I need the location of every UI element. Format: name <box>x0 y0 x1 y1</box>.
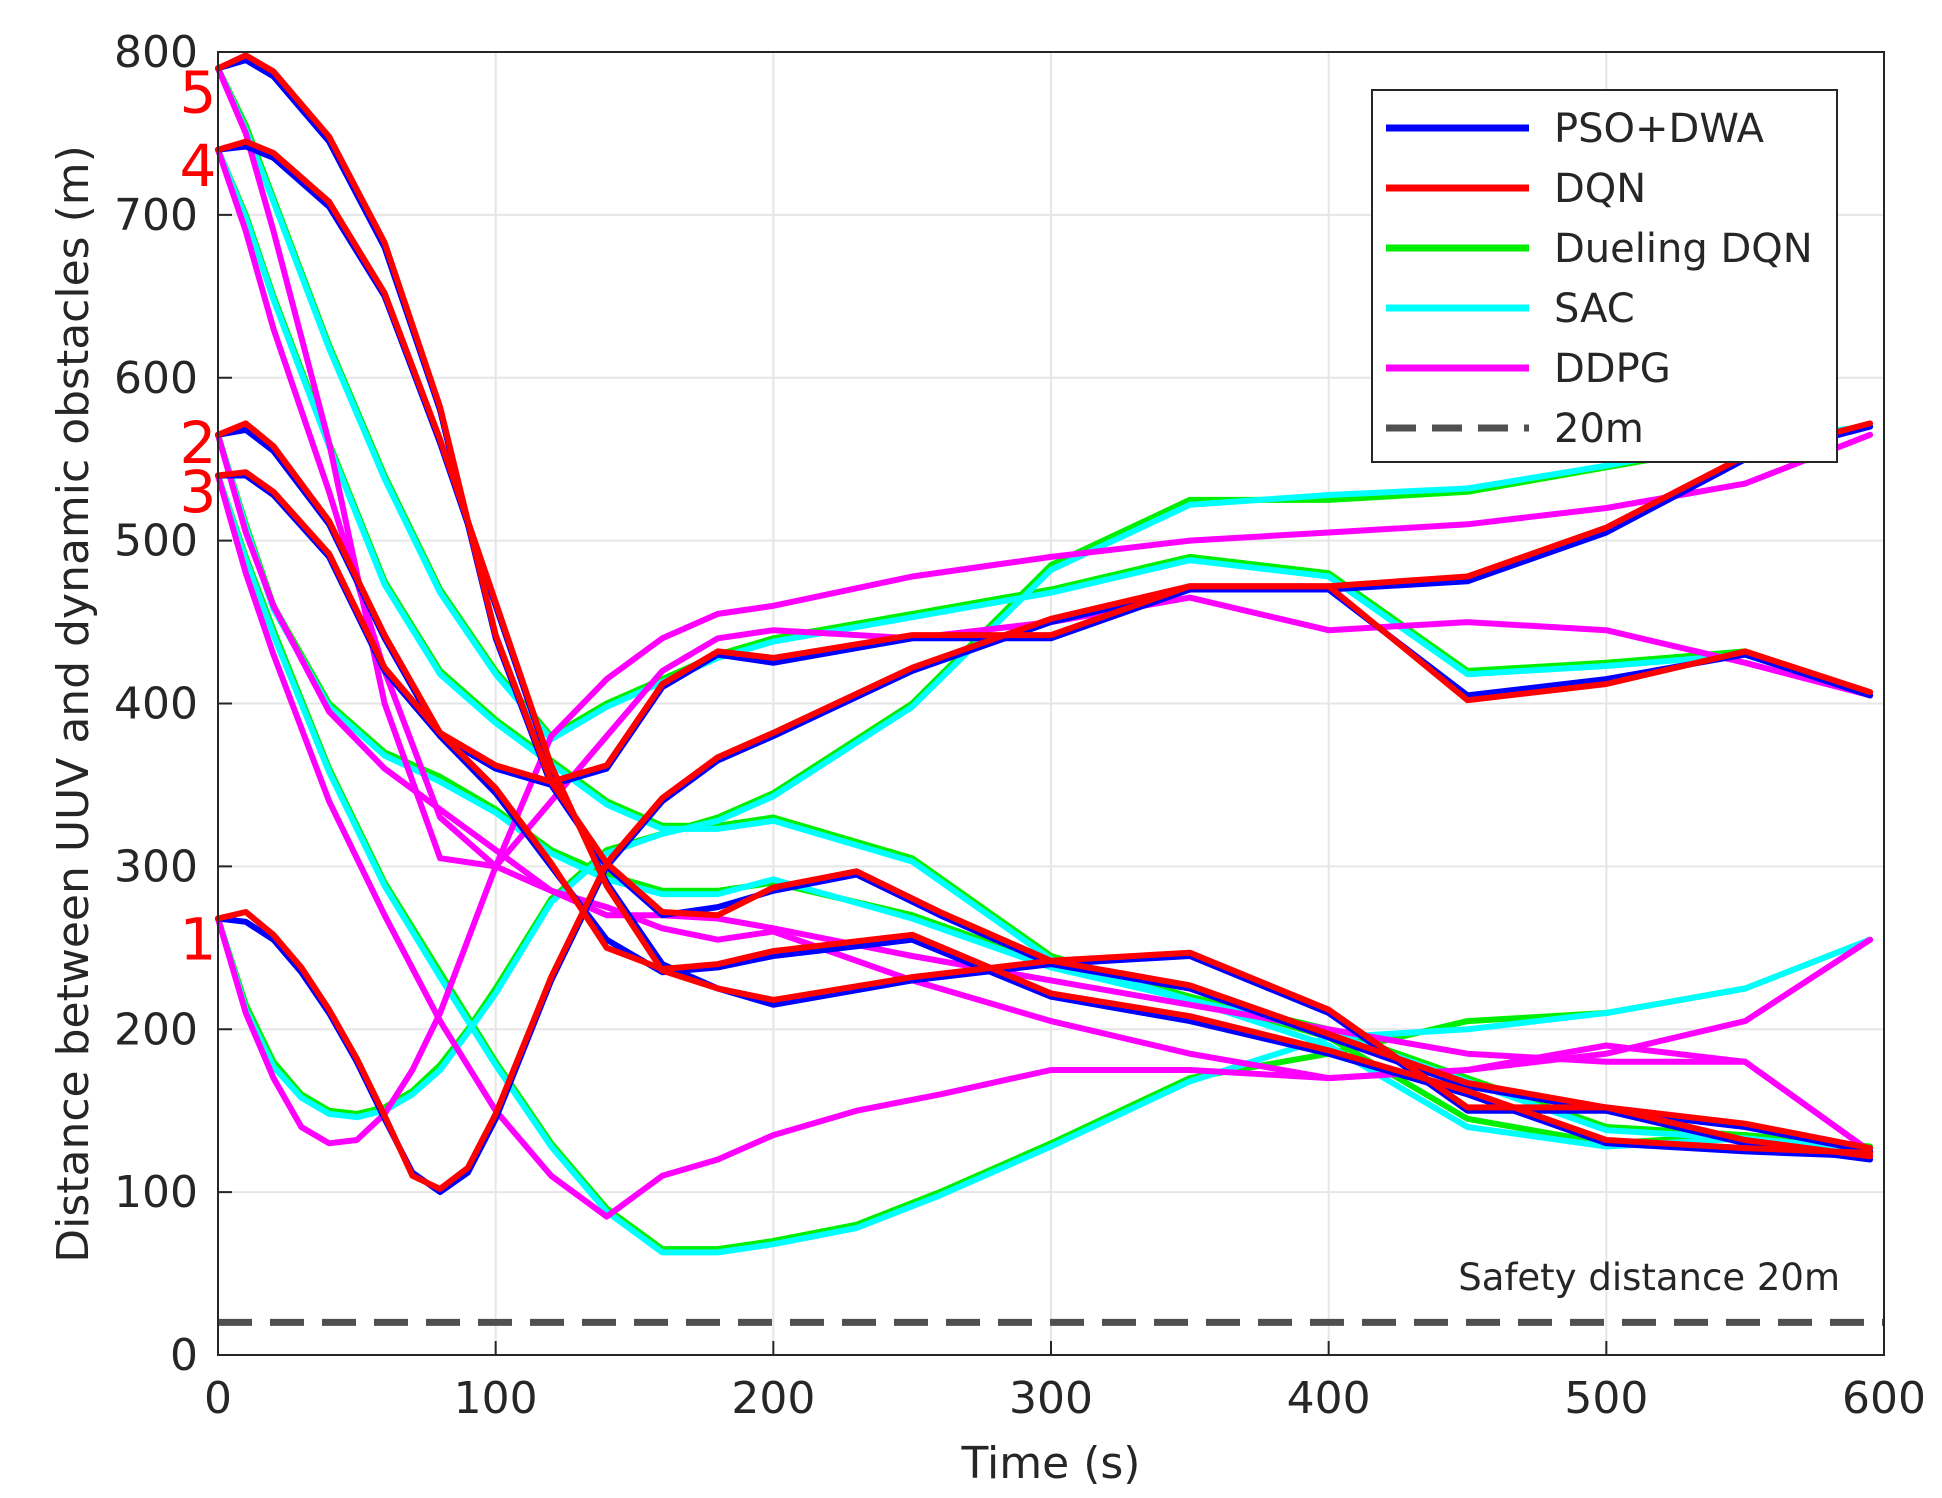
y-tick-label: 200 <box>114 1004 198 1055</box>
series-line-dqn-obstacle-5 <box>215 52 1874 785</box>
y-tick-label: 800 <box>114 27 198 78</box>
obstacle-label: 4 <box>180 132 217 200</box>
x-tick-label: 200 <box>731 1373 815 1424</box>
y-tick-label: 100 <box>114 1167 198 1218</box>
legend-label: Dueling DQN <box>1554 226 1813 272</box>
obstacle-label: 2 <box>180 409 217 477</box>
series-line-dqn-obstacle-1 <box>215 420 1874 1192</box>
legend-label: DQN <box>1554 166 1646 212</box>
obstacle-label: 3 <box>180 458 217 526</box>
series-line-dqn-obstacle-3 <box>215 469 1874 1160</box>
tick-labels: 0 100 200 300 400 500 600 0 100 200 300 400 500 600 70… <box>114 27 1926 1424</box>
y-tick-label: 0 <box>170 1330 198 1381</box>
x-tick-label: 300 <box>1009 1373 1093 1424</box>
y-tick-label: 500 <box>114 516 198 567</box>
legend-label: PSO+DWA <box>1554 106 1765 152</box>
series-line-ddpg-obstacle-5 <box>215 65 1874 870</box>
legend-box <box>1371 89 1838 463</box>
legend-label: DDPG <box>1554 346 1671 392</box>
y-tick-label: 300 <box>114 841 198 892</box>
series-line-ddpg-obstacle-4 <box>215 146 1874 1155</box>
series-line-ddpg-obstacle-1 <box>215 431 1874 1147</box>
series-lines <box>215 52 1874 1256</box>
series-line-sac-obstacle-2 <box>215 431 1874 1153</box>
obstacle-label: 5 <box>180 59 217 127</box>
obstacle-labels: 54 23 1 <box>180 59 217 974</box>
series-line-sac-obstacle-1 <box>215 423 1874 1121</box>
legend-label: 20m <box>1554 406 1644 452</box>
legend: PSO+DWA DQN Dueling DQN SAC DDPG 20m <box>1371 89 1838 463</box>
y-tick-label: 600 <box>114 353 198 404</box>
x-tick-label: 600 <box>1842 1373 1926 1424</box>
x-tick-label: 100 <box>454 1373 538 1424</box>
series-line-ddpg-obstacle-2 <box>215 431 1874 1155</box>
legend-label: SAC <box>1554 286 1635 332</box>
x-tick-label: 0 <box>204 1373 232 1424</box>
series-line-sac-obstacle-3 <box>215 472 1874 1256</box>
axes <box>217 51 1885 1356</box>
safety-distance-annotation: Safety distance 20m <box>1458 1256 1840 1299</box>
y-tick-label: 400 <box>114 679 198 730</box>
obstacle-label: 1 <box>180 906 217 974</box>
x-axis-title: Time (s) <box>961 1438 1141 1489</box>
x-tick-label: 500 <box>1564 1373 1648 1424</box>
series-line-dqn-obstacle-4 <box>215 138 1874 1152</box>
x-tick-label: 400 <box>1287 1373 1371 1424</box>
y-tick-label: 700 <box>114 190 198 241</box>
y-axis-title: Distance between UUV and dynamic obstacl… <box>48 145 99 1263</box>
series-line-dqn-obstacle-2 <box>215 420 1874 1156</box>
